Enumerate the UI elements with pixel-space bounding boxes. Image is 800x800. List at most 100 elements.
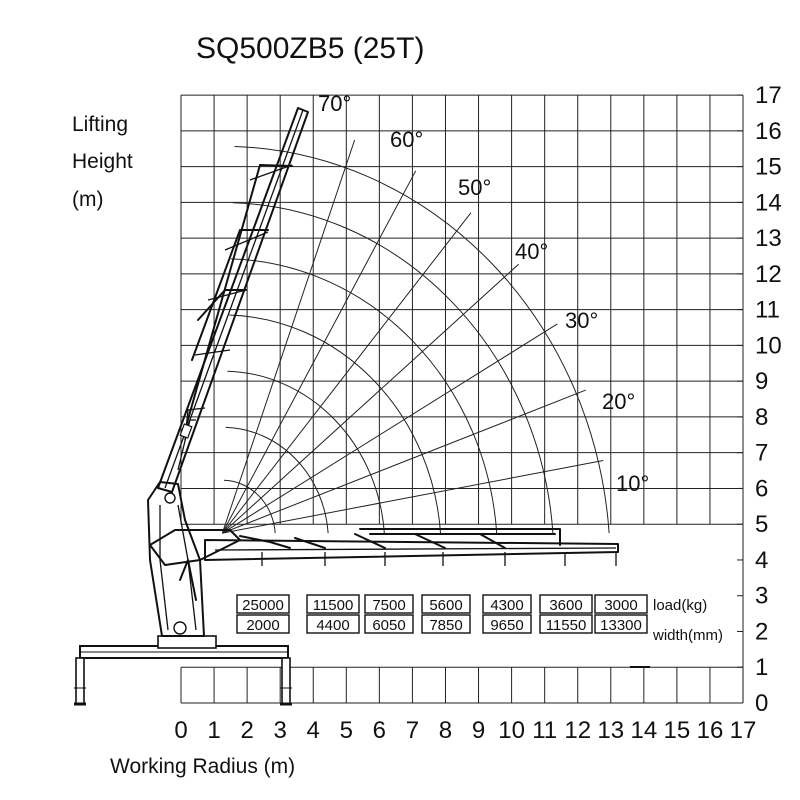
load-cell — [421, 594, 471, 614]
y-tick-label: 8 — [755, 404, 768, 431]
width-cell — [482, 614, 532, 634]
y-tick-label: 3 — [755, 583, 768, 610]
x-tick-label: 14 — [630, 717, 657, 744]
width-value: 9650 — [490, 617, 523, 634]
width-value: 11550 — [546, 617, 587, 634]
angle-label: 50° — [458, 175, 491, 200]
width-cell — [421, 614, 471, 634]
load-value: 11500 — [313, 597, 354, 614]
crane-illustration — [74, 107, 619, 706]
load-cell — [364, 594, 414, 614]
load-cell — [236, 594, 290, 614]
load-value: 5600 — [429, 597, 462, 614]
width-value: 2000 — [246, 617, 279, 634]
x-tick-labels: 0 1 2 3 4 5 6 7 8 9 10 11 12 13 14 15 16 17 — [174, 717, 756, 744]
y-tick-label: 2 — [755, 618, 768, 645]
load-cell — [594, 594, 648, 614]
x-tick-label: 2 — [240, 717, 253, 744]
radius-arc — [227, 370, 385, 534]
y-tick-label: 13 — [755, 225, 782, 252]
y-tick-label: 16 — [755, 118, 782, 145]
x-tick-label: 11 — [532, 717, 557, 744]
angle-ray — [221, 170, 417, 534]
x-tick-label: 13 — [597, 717, 624, 744]
load-legend: load(kg) — [653, 597, 707, 614]
x-tick-label: 7 — [406, 717, 419, 744]
angle-label: 60° — [390, 127, 423, 152]
radius-arc — [229, 314, 442, 534]
width-cell — [236, 614, 290, 634]
angle-ray — [222, 459, 604, 534]
y-tick-label: 5 — [755, 511, 768, 538]
y-tick-label: 7 — [755, 440, 768, 467]
outrigger-base — [74, 635, 292, 706]
y-tick-label: 15 — [755, 154, 782, 181]
x-tick-label: 5 — [340, 717, 353, 744]
angle-label: 70° — [318, 91, 351, 116]
angle-ray — [221, 212, 472, 534]
y-tick-label: 10 — [755, 332, 782, 359]
x-tick-label: 0 — [174, 717, 187, 744]
y-axis-label: Lifting Height (m) — [72, 113, 133, 211]
width-value: 7850 — [429, 617, 462, 634]
grid — [180, 94, 744, 704]
radius-arc — [225, 426, 329, 534]
angle-rays — [221, 139, 604, 534]
y-tick-label: 1 — [755, 654, 768, 681]
y-tick-label: 0 — [755, 690, 768, 717]
load-value: 25000 — [242, 597, 284, 614]
y-tick-label: 4 — [755, 547, 768, 574]
y-tick-label: 6 — [755, 475, 768, 502]
radius-arcs — [223, 146, 610, 534]
load-value: 7500 — [372, 597, 405, 614]
width-value: 13300 — [600, 617, 642, 634]
y-tick-label: 9 — [755, 368, 768, 395]
angle-ray — [221, 263, 519, 534]
width-legend: width(mm) — [652, 627, 723, 644]
y-tick-label: 14 — [755, 189, 782, 216]
y-axis-label-line: Lifting — [72, 113, 128, 136]
load-cell — [539, 594, 593, 614]
x-tick-label: 6 — [373, 717, 386, 744]
load-value: 4300 — [490, 597, 523, 614]
width-cell — [364, 614, 414, 634]
y-tick-label: 11 — [755, 297, 780, 324]
boom-horizontal — [204, 528, 619, 566]
angle-label: 40° — [515, 239, 548, 264]
radius-arc — [234, 146, 610, 534]
y-axis-label-line: Height — [72, 150, 133, 173]
angle-ray — [222, 323, 558, 534]
width-value: 6050 — [372, 617, 405, 634]
angle-labels: 70° 60° 50° 40° 30° 20° 10° — [318, 91, 649, 496]
angle-label: 20° — [602, 389, 635, 414]
angle-label: 30° — [565, 308, 598, 333]
angle-ray — [221, 139, 356, 534]
x-tick-label: 10 — [498, 717, 525, 744]
x-tick-label: 3 — [274, 717, 287, 744]
angle-ray — [222, 389, 586, 534]
y-tick-label: 17 — [755, 82, 782, 109]
x-tick-label: 4 — [307, 717, 320, 744]
load-cell — [482, 594, 532, 614]
load-value: 3600 — [549, 597, 582, 614]
width-cell — [594, 614, 648, 634]
width-cell — [306, 614, 360, 634]
chart-title: SQ500ZB5 (25T) — [196, 32, 424, 65]
load-cell — [306, 594, 360, 614]
x-tick-label: 12 — [564, 717, 591, 744]
width-value: 4400 — [316, 617, 349, 634]
radius-arc — [232, 202, 554, 534]
x-tick-label: 1 — [207, 717, 220, 744]
x-tick-label: 15 — [664, 717, 691, 744]
boom-raised — [157, 107, 309, 493]
crane-column — [147, 481, 241, 637]
x-tick-label: 16 — [697, 717, 724, 744]
x-tick-label: 8 — [439, 717, 452, 744]
width-cell — [539, 614, 593, 634]
x-tick-label: 17 — [730, 717, 757, 744]
load-width-table: 25000 11500 7500 5600 4300 3600 3000 2000 4400 60… — [236, 594, 648, 634]
load-value: 3000 — [604, 597, 637, 614]
y-tick-label: 12 — [755, 261, 782, 288]
